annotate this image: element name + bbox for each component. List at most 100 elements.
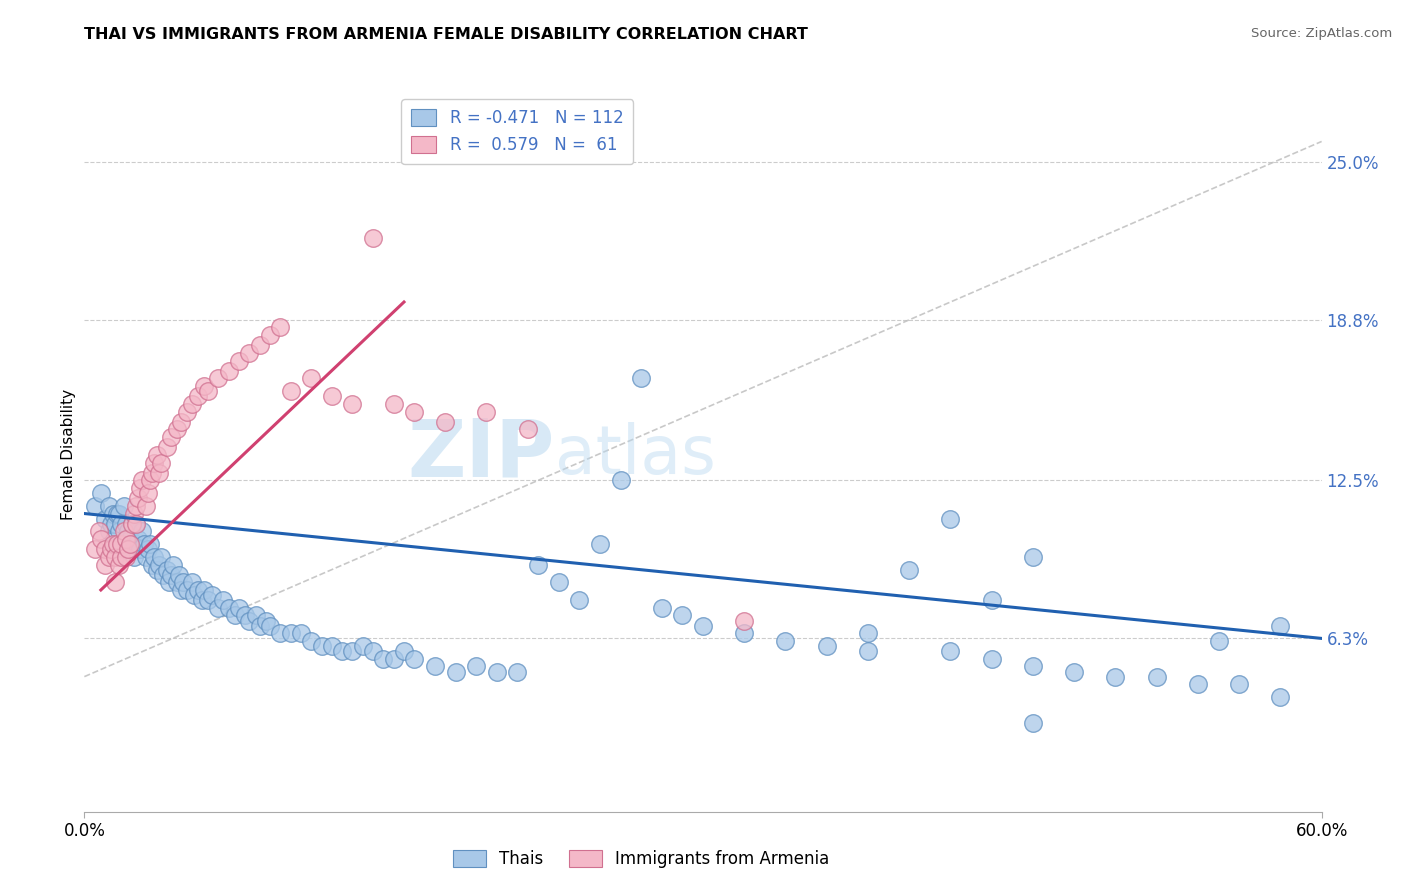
Point (423, 659, 446, 673)
Point (121, 516, 143, 531)
Point (100, 542, 122, 557)
Point (94, 542, 117, 557)
Point (180, 397, 202, 411)
Point (228, 353, 250, 368)
Point (775, 634, 797, 648)
Point (898, 563, 921, 577)
Point (197, 593, 219, 607)
Point (342, 397, 364, 411)
Point (129, 481, 152, 495)
Point (100, 516, 122, 531)
Point (856, 626, 879, 640)
Point (207, 600, 229, 615)
Point (149, 549, 172, 564)
Point (104, 549, 127, 564)
Point (352, 639, 374, 653)
Point (254, 614, 277, 628)
Point (125, 516, 148, 531)
Point (141, 466, 163, 480)
Point (90, 486, 112, 500)
Point (156, 440, 179, 454)
Point (114, 532, 136, 546)
Point (361, 644, 384, 658)
Point (1022, 715, 1045, 730)
Point (269, 626, 291, 640)
Point (238, 346, 260, 360)
Point (1270, 690, 1292, 704)
Point (939, 644, 962, 658)
Point (547, 575, 569, 590)
Point (148, 466, 170, 480)
Point (170, 415, 193, 429)
Point (143, 549, 166, 564)
Point (1063, 665, 1085, 679)
Point (444, 665, 467, 679)
Point (589, 537, 612, 551)
Point (733, 614, 755, 628)
Point (87, 524, 110, 539)
Point (152, 567, 174, 582)
Point (193, 582, 215, 597)
Point (122, 507, 145, 521)
Point (125, 516, 148, 531)
Point (166, 575, 188, 590)
Point (105, 537, 128, 551)
Point (1208, 634, 1230, 648)
Point (145, 448, 167, 462)
Point (290, 626, 312, 640)
Point (180, 575, 202, 590)
Point (172, 575, 194, 590)
Point (108, 507, 131, 521)
Point (939, 511, 962, 525)
Point (122, 549, 145, 564)
Point (136, 542, 159, 557)
Text: atlas: atlas (554, 422, 716, 488)
Point (187, 582, 209, 597)
Point (218, 600, 240, 615)
Point (361, 231, 384, 245)
Point (506, 665, 529, 679)
Point (815, 639, 838, 653)
Point (609, 474, 631, 488)
Point (392, 644, 415, 658)
Point (404, 404, 426, 418)
Point (373, 652, 395, 666)
Point (98, 499, 121, 513)
Point (187, 389, 209, 403)
Point (183, 588, 205, 602)
Point (259, 328, 281, 343)
Point (238, 614, 260, 628)
Point (117, 524, 139, 539)
Point (299, 634, 322, 648)
Point (193, 379, 215, 393)
Legend: Thais, Immigrants from Armenia: Thais, Immigrants from Armenia (446, 843, 837, 875)
Point (475, 404, 498, 418)
Point (134, 537, 156, 551)
Point (269, 320, 291, 334)
Point (201, 588, 224, 602)
Point (485, 665, 508, 679)
Point (382, 652, 405, 666)
Point (143, 456, 166, 470)
Point (321, 639, 343, 653)
Point (131, 474, 153, 488)
Point (170, 582, 193, 597)
Point (118, 532, 141, 546)
Point (149, 456, 172, 470)
Point (311, 639, 333, 653)
Point (233, 608, 256, 623)
Point (121, 516, 143, 531)
Point (207, 371, 229, 385)
Point (167, 567, 190, 582)
Point (148, 558, 170, 572)
Point (110, 542, 132, 557)
Point (1227, 677, 1250, 691)
Point (980, 593, 1002, 607)
Point (330, 644, 353, 658)
Point (127, 491, 149, 506)
Point (135, 549, 157, 564)
Point (108, 524, 131, 539)
Point (733, 626, 755, 640)
Text: ZIP: ZIP (408, 416, 554, 494)
Point (103, 507, 125, 521)
